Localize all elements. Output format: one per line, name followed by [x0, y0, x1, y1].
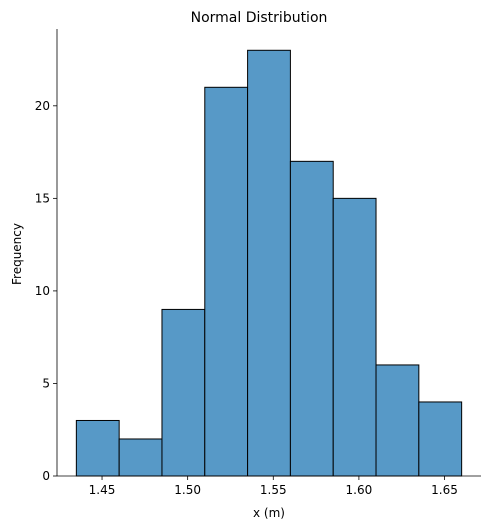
histogram-bar-3 [161, 308, 206, 477]
x-tick-label: 1.60 [346, 483, 373, 497]
histogram-bar-9 [418, 401, 463, 477]
y-tick-label: 5 [42, 376, 50, 390]
chart-title: Normal Distribution [191, 10, 328, 26]
x-axis-label: x (m) [253, 506, 285, 520]
y-tick-label: 15 [35, 191, 50, 205]
x-tick-label: 1.50 [174, 483, 201, 497]
histogram-bar-5 [247, 49, 291, 477]
y-axis-label: Frequency [10, 223, 24, 285]
y-axis: 0 5 10 15 20 [35, 29, 58, 483]
y-tick-label: 20 [35, 99, 50, 113]
y-tick-label: 0 [42, 469, 50, 483]
histogram-bar-4 [204, 86, 249, 477]
x-tick-label: 1.65 [431, 483, 458, 497]
bars-group [75, 49, 463, 477]
histogram-bar-8 [375, 364, 420, 477]
x-axis: 1.45 1.50 1.55 1.60 1.65 [57, 475, 481, 497]
x-tick-label: 1.55 [260, 483, 287, 497]
histogram-bar-7 [332, 197, 377, 477]
histogram-bar-1 [75, 419, 120, 477]
histogram-bar-2 [118, 438, 163, 477]
x-tick-label: 1.45 [89, 483, 116, 497]
histogram-bar-6 [289, 160, 334, 477]
y-tick-label: 10 [35, 284, 50, 298]
